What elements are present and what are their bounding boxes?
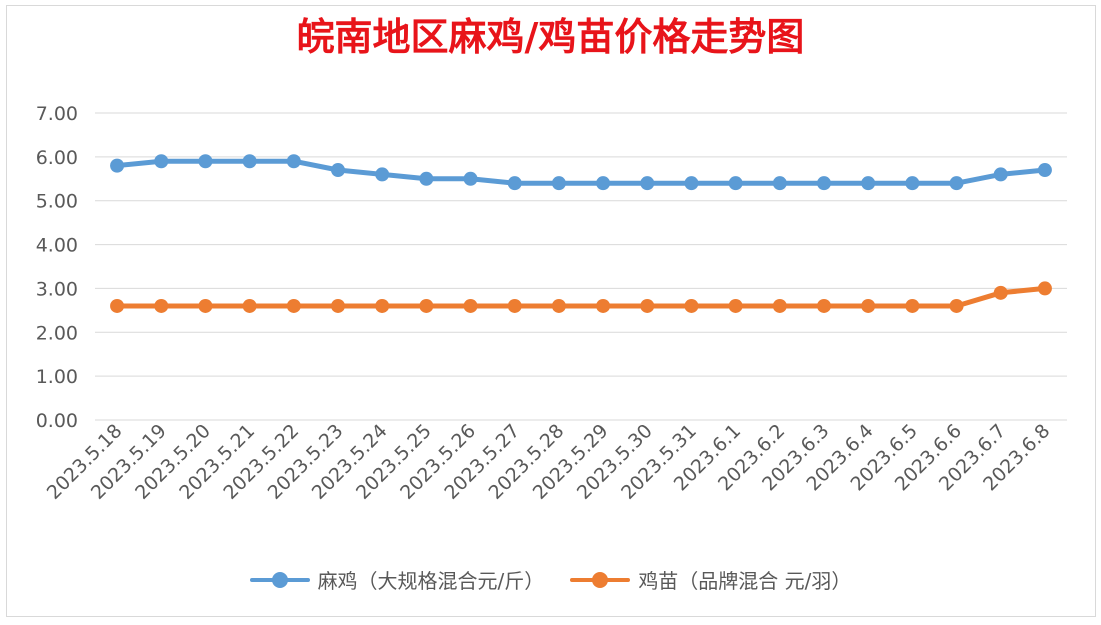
y-tick-label: 2.00 — [36, 322, 78, 344]
series-2-point — [905, 298, 920, 313]
series-1-point — [463, 171, 478, 186]
series-2-point — [596, 298, 611, 313]
series-2-point — [1037, 281, 1052, 296]
chart-title: 皖南地区麻鸡/鸡苗价格走势图 — [296, 15, 805, 59]
series-2-point — [331, 298, 345, 313]
series-1-point — [817, 176, 831, 191]
series-2-point — [463, 298, 478, 313]
series-line-1 — [114, 158, 1048, 186]
series-2-point — [242, 298, 257, 313]
series-1-point — [110, 158, 125, 173]
legend-item-majī: 麻鸡（大规格混合元/斤） — [249, 565, 545, 594]
y-tick-label: 7.00 — [36, 103, 78, 125]
series-1-point — [198, 154, 213, 169]
series-2-point — [684, 298, 699, 313]
y-tick-label: 6.00 — [36, 147, 78, 169]
series-1-point — [375, 167, 390, 182]
series-layer — [110, 154, 1052, 313]
series-2-point — [640, 298, 655, 313]
y-tick-label: 0.00 — [36, 410, 78, 432]
series-1-point — [905, 176, 920, 191]
y-tick-label: 5.00 — [36, 191, 78, 213]
series-1-point — [1037, 163, 1052, 178]
series-2-point — [949, 298, 964, 313]
legend-swatch-1 — [249, 570, 310, 590]
series-2-point — [154, 298, 169, 313]
y-axis-ticks: 0.00 1.00 2.00 3.00 4.00 5.00 6.00 7.00 — [36, 103, 78, 432]
series-1-point — [861, 176, 876, 191]
y-tick-label: 3.00 — [36, 278, 78, 300]
series-1-point — [154, 154, 169, 169]
series-2-point — [419, 298, 434, 313]
series-1-point — [949, 176, 964, 191]
series-2-point — [110, 298, 125, 313]
series-2-point — [861, 298, 876, 313]
series-2-point — [817, 298, 831, 313]
series-2-point — [198, 298, 213, 313]
series-2-point — [507, 298, 522, 313]
series-2-point — [728, 298, 743, 313]
y-tick-label: 4.00 — [36, 235, 78, 257]
series-1-point — [993, 167, 1008, 182]
series-1-point — [684, 176, 699, 191]
series-1-point — [640, 176, 655, 191]
legend-item-jimiao: 鸡苗（品牌混合 元/羽） — [570, 565, 851, 594]
series-1-point — [551, 176, 566, 191]
x-axis-ticks: 2023.5.182023.5.192023.5.202023.5.212023… — [43, 420, 1055, 504]
series-1-point — [242, 154, 257, 169]
legend-label-2: 鸡苗（品牌混合 元/羽） — [638, 569, 852, 593]
series-2-point — [286, 298, 301, 313]
legend-label-1: 麻鸡（大规格混合元/斤） — [317, 569, 545, 593]
series-2-point — [993, 285, 1008, 300]
series-1-point — [728, 176, 743, 191]
y-tick-label: 1.00 — [36, 366, 78, 388]
series-1-point — [331, 163, 345, 178]
series-1-point — [419, 171, 434, 186]
series-1-point — [286, 154, 301, 169]
series-line-2 — [114, 285, 1048, 309]
legend-swatch-2 — [570, 570, 631, 590]
series-1-point — [772, 176, 787, 191]
series-2-point — [375, 298, 390, 313]
series-2-point — [551, 298, 566, 313]
gridlines — [95, 112, 1067, 421]
series-1-point — [507, 176, 522, 191]
series-1-point — [596, 176, 611, 191]
series-2-point — [772, 298, 787, 313]
legend: 麻鸡（大规格混合元/斤） 鸡苗（品牌混合 元/羽） — [0, 565, 1101, 594]
